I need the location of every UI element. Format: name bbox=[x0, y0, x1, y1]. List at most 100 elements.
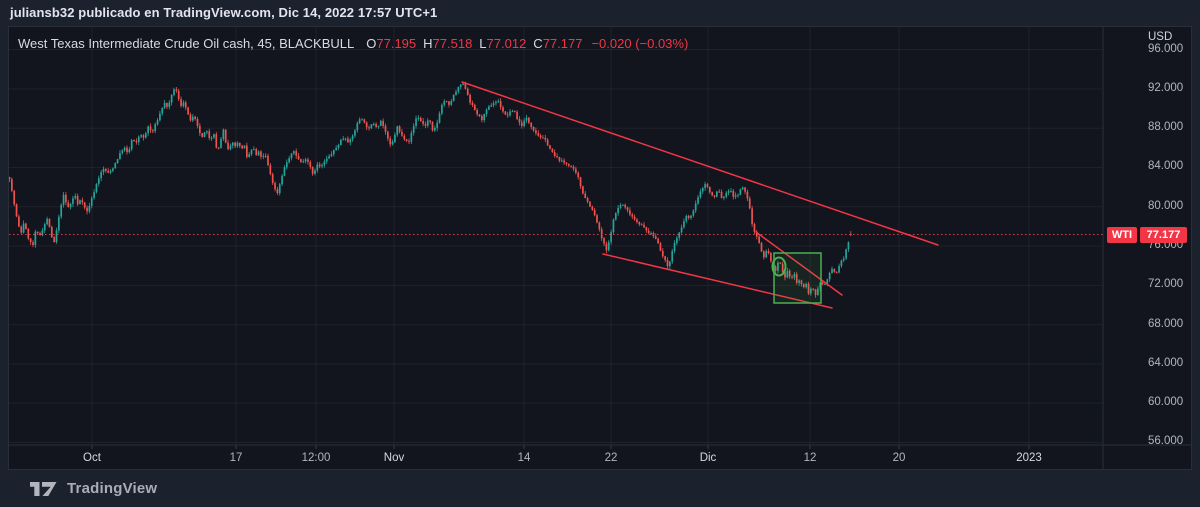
candle-body bbox=[685, 215, 688, 222]
candle-body bbox=[274, 183, 276, 190]
candle-body bbox=[86, 207, 88, 212]
candle-body bbox=[744, 187, 746, 192]
price-tick-label: 64.000 bbox=[1148, 356, 1184, 369]
price-tick-label: 88.000 bbox=[1148, 121, 1184, 134]
candle-body bbox=[281, 175, 283, 185]
time-tick-label: 22 bbox=[604, 452, 618, 464]
candle-body bbox=[344, 138, 347, 140]
candle-body bbox=[779, 262, 782, 264]
upper-descending-trendline[interactable] bbox=[461, 81, 939, 246]
candle-body bbox=[678, 232, 681, 238]
banner-text: juliansb32 publicado en TradingView.com,… bbox=[10, 5, 438, 20]
candle-body bbox=[727, 190, 730, 193]
candle-body bbox=[426, 120, 429, 126]
candle-body bbox=[295, 151, 298, 156]
candle-body bbox=[777, 262, 779, 271]
candle-body bbox=[539, 135, 542, 138]
candle-body bbox=[184, 102, 187, 108]
candle-body bbox=[194, 116, 196, 119]
candle-body bbox=[767, 251, 770, 254]
candle-body bbox=[711, 192, 713, 196]
candle-body bbox=[664, 256, 666, 261]
candle-body bbox=[88, 205, 91, 212]
candle-body bbox=[387, 131, 389, 139]
candle-body bbox=[365, 122, 368, 128]
candle-body bbox=[46, 218, 48, 225]
candle-body bbox=[459, 84, 462, 88]
candle-body bbox=[683, 221, 685, 228]
candle-body bbox=[18, 216, 20, 227]
candle-body bbox=[518, 119, 521, 123]
candle-body bbox=[293, 151, 295, 154]
highlight-ellipse[interactable] bbox=[771, 256, 787, 277]
candle-body bbox=[795, 274, 798, 283]
candle-body bbox=[354, 130, 356, 136]
price-tick-label: 60.000 bbox=[1148, 396, 1184, 409]
candle-body bbox=[149, 126, 152, 131]
candle-body bbox=[340, 139, 342, 145]
ohlc-open: O77.195 bbox=[366, 36, 417, 51]
candle-body bbox=[758, 236, 760, 243]
candle-body bbox=[356, 123, 359, 131]
candle-body bbox=[290, 153, 293, 159]
candle-body bbox=[535, 130, 537, 134]
candle-body bbox=[661, 250, 664, 257]
candle-body bbox=[159, 113, 161, 121]
candle-body bbox=[760, 242, 763, 252]
candle-body bbox=[563, 160, 565, 163]
candle-body bbox=[347, 138, 349, 143]
candle-body bbox=[32, 242, 34, 245]
lower-descending-trendline[interactable] bbox=[602, 253, 833, 309]
candle-body bbox=[445, 101, 448, 103]
candle-body bbox=[142, 135, 145, 138]
candle-body bbox=[821, 282, 824, 285]
currency-label: USD bbox=[1148, 31, 1173, 43]
candle-body bbox=[53, 237, 55, 243]
candle-body bbox=[622, 204, 624, 206]
candle-body bbox=[213, 134, 215, 138]
candle-body bbox=[76, 195, 79, 205]
candle-body bbox=[417, 117, 420, 119]
candle-body bbox=[553, 152, 556, 157]
candle-body bbox=[276, 189, 279, 194]
candle-body bbox=[391, 141, 394, 145]
candle-body bbox=[755, 231, 758, 237]
candle-body bbox=[25, 223, 27, 229]
candle-body bbox=[154, 124, 157, 132]
candle-body bbox=[687, 215, 690, 218]
candle-body bbox=[765, 251, 768, 258]
candle-body bbox=[323, 161, 326, 166]
candle-body bbox=[565, 162, 568, 165]
candle-body bbox=[175, 89, 178, 91]
candle-body bbox=[626, 207, 629, 211]
candle-body bbox=[260, 151, 262, 157]
candle-body bbox=[788, 270, 791, 277]
candle-body bbox=[502, 107, 504, 112]
candle-body bbox=[734, 195, 737, 197]
highlight-rectangle[interactable] bbox=[773, 252, 822, 304]
candle-body bbox=[497, 100, 500, 102]
symbol-legend[interactable]: West Texas Intermediate Crude Oil cash, … bbox=[18, 36, 688, 51]
candle-body bbox=[384, 125, 387, 132]
tradingview-logo[interactable] bbox=[30, 479, 57, 499]
drawings[interactable] bbox=[9, 81, 1103, 309]
candle-body bbox=[342, 138, 345, 140]
candle-body bbox=[509, 111, 511, 116]
candle-body bbox=[847, 242, 850, 250]
candle-body bbox=[370, 124, 373, 129]
candle-body bbox=[304, 159, 307, 162]
candle-body bbox=[516, 111, 518, 120]
inner-steep-trendline[interactable] bbox=[755, 231, 843, 296]
candle-body bbox=[93, 192, 95, 199]
candle-body bbox=[730, 190, 732, 192]
time-tick-label: Oct bbox=[83, 452, 101, 464]
candle-body bbox=[814, 289, 817, 295]
candle-body bbox=[831, 268, 833, 273]
candle-body bbox=[676, 237, 678, 244]
price-tick-label: 56.000 bbox=[1148, 435, 1184, 448]
symbol-title: West Texas Intermediate Crude Oil cash, … bbox=[18, 36, 355, 51]
candle-body bbox=[60, 204, 63, 217]
candle-body bbox=[805, 283, 807, 288]
